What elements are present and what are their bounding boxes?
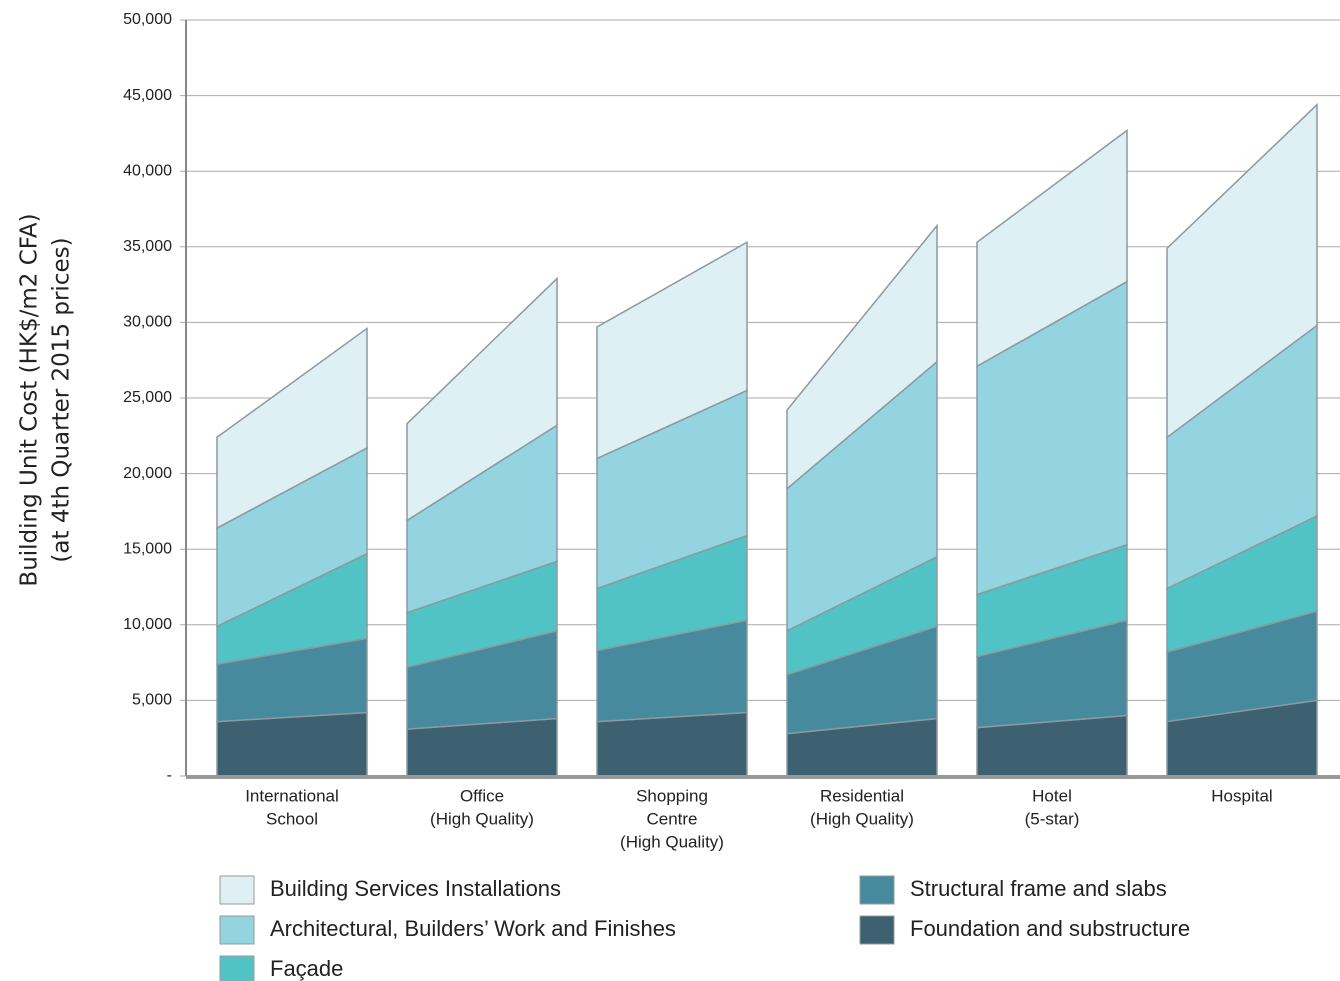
x-tick-label: (High Quality) [810,809,914,828]
x-tick-label: Office [460,786,504,805]
range-segment [596,711,748,777]
y-tick-label: 35,000 [123,238,172,255]
x-tick-label: Hotel [1032,786,1072,805]
legend-label: Architectural, Builders’ Work and Finish… [270,916,676,941]
y-tick-label: 20,000 [123,465,172,482]
y-tick-label: 25,000 [123,389,172,406]
y-axis-label: (at 4th Quarter 2015 prices) [49,237,75,562]
y-tick-label: 15,000 [123,540,172,557]
legend-swatch [859,875,895,905]
x-tick-label: (High Quality) [620,832,724,851]
range-segment [216,711,368,777]
range-segment [406,276,558,522]
y-axis-label: Building Unit Cost (HK$/m2 CFA) [17,213,43,586]
x-tick-label: (High Quality) [430,809,534,828]
legend-swatch [859,915,895,945]
x-tick-label: Shopping [636,786,708,805]
range-segment [976,128,1128,368]
legend-swatch [219,875,255,905]
y-tick-label: 50,000 [123,11,172,28]
legend-swatch [219,915,255,945]
range-segment [216,326,368,530]
y-tick-label: 45,000 [123,87,172,104]
y-tick-label: 30,000 [123,314,172,331]
range-segment [1166,102,1318,439]
legend-label: Building Services Installations [270,876,561,901]
x-tick-label: Centre [646,809,697,828]
y-tick-label: - [167,767,172,784]
legend-swatch [219,955,255,981]
x-tick-label: (5-star) [1025,809,1080,828]
y-tick-label: 40,000 [123,162,172,179]
range-segment [596,240,748,460]
legend-label: Foundation and substructure [910,916,1190,941]
legend-label: Structural frame and slabs [910,876,1167,901]
y-tick-label: 10,000 [123,616,172,633]
x-tick-label: School [266,809,318,828]
x-tick-label: Residential [820,786,904,805]
range-segment [786,223,938,491]
legend-label: Façade [270,956,343,981]
x-tick-label: International [245,786,339,805]
y-tick-label: 5,000 [132,692,172,709]
x-tick-label: Hospital [1211,786,1272,805]
baseline [186,775,1340,779]
